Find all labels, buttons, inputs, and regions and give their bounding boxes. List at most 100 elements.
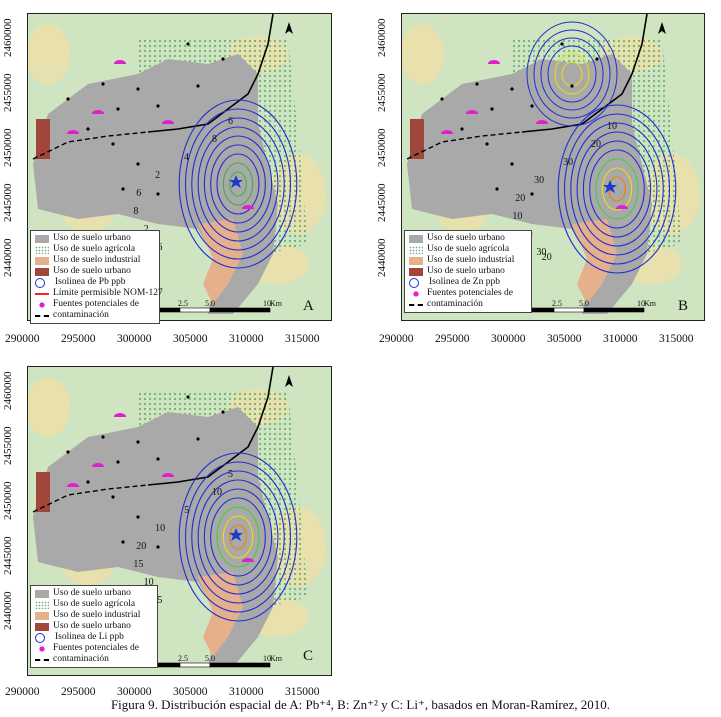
well-point-icon (86, 480, 90, 484)
isoline (229, 171, 247, 197)
scale-label: 10 (263, 654, 271, 663)
isoline (570, 122, 664, 256)
legend-item: contaminación (35, 310, 155, 321)
isoline (222, 162, 254, 206)
legend-swatch (409, 277, 419, 288)
y-tick-label: 2450000 (2, 128, 14, 168)
star-marker-icon (603, 180, 617, 193)
isoline (178, 99, 298, 269)
x-tick-label: 290000 (5, 686, 40, 698)
well-point-icon (101, 435, 105, 439)
well-point-icon (490, 107, 494, 111)
legend-item: Uso de suelo industrial (35, 610, 153, 621)
well-point-icon (530, 104, 534, 108)
legend-item: Uso de suelo agrícola (409, 244, 527, 255)
y-tick-label: 2440000 (2, 591, 14, 631)
x-tick-label: 310000 (229, 333, 264, 345)
y-tick-label: 2445000 (376, 183, 388, 223)
scale-label: Km (270, 654, 283, 663)
isoline (178, 452, 298, 622)
star-marker-icon (229, 528, 243, 541)
well-point-icon (196, 437, 200, 441)
legend-label: Fuentes potenciales de (53, 643, 140, 653)
y-tick-label: 2445000 (2, 536, 14, 576)
scale-label: 10 (263, 299, 271, 308)
legend-item: Isolinea de Pb ppb (35, 277, 155, 288)
boundary-line (147, 367, 274, 486)
legend-item: Isolinea de Zn ppb (409, 277, 527, 288)
legend-item: Uso de suelo agrícola (35, 599, 153, 610)
isoline (197, 126, 279, 242)
legend-item: Uso de suelo industrial (35, 255, 155, 266)
x-tick-label: 295000 (61, 686, 96, 698)
contour-label: 2 (155, 170, 160, 181)
legend-swatch (35, 245, 49, 254)
legend-label: Uso de suelo industrial (427, 255, 515, 265)
contour-label: 10 (607, 121, 617, 132)
scale-label: 5.0 (205, 299, 215, 308)
isoline (197, 479, 279, 595)
source-marker-icon (536, 120, 548, 124)
well-point-icon (495, 187, 499, 191)
scale-bar-segment (209, 662, 271, 668)
isoline-north (533, 29, 611, 119)
legend-label: Uso de suelo urbano (427, 233, 505, 243)
isoline (210, 497, 266, 577)
isoline (563, 113, 671, 265)
scale-bar-segment (553, 307, 585, 313)
legend-swatch (409, 289, 423, 298)
y-tick-label: 2460000 (2, 371, 14, 411)
isoline (582, 140, 652, 238)
isoline (222, 515, 254, 559)
legend-c: Uso de suelo urbano Uso de suelo agrícola… (30, 585, 158, 668)
source-marker-icon (441, 130, 453, 134)
well-point-icon (66, 97, 70, 101)
legend-label: contaminación (53, 654, 109, 664)
well-point-icon (136, 440, 140, 444)
source-marker-icon (616, 205, 628, 209)
well-point-icon (66, 450, 70, 454)
source-marker-icon (92, 463, 104, 467)
panel-letter-a: A (303, 298, 314, 314)
isoline-north (554, 53, 590, 95)
contour-label: 5 (184, 505, 189, 516)
well-point-icon (570, 84, 574, 88)
x-tick-label: 300000 (117, 333, 152, 345)
contour-label: 20 (136, 541, 146, 552)
legend-label: Uso de suelo agrícola (53, 244, 136, 254)
source-marker-icon (162, 120, 174, 124)
legend-swatch (35, 314, 49, 317)
legend-item: Isolinea de Li ppb (35, 632, 153, 643)
y-tick-label: 2460000 (376, 18, 388, 58)
well-point-icon (156, 457, 160, 461)
isoline (191, 470, 285, 604)
y-tick-label: 2450000 (2, 481, 14, 521)
scale-bar-segment (583, 307, 645, 313)
legend-item: Uso de suelo urbano (409, 266, 527, 277)
x-tick-label: 315000 (659, 333, 694, 345)
well-point-icon (136, 87, 140, 91)
contour-label: 15 (133, 559, 143, 570)
x-tick-label: 305000 (173, 333, 208, 345)
urban-red-area (36, 472, 50, 512)
legend-swatch (35, 622, 49, 631)
isoline (184, 108, 292, 260)
source-marker-icon (92, 110, 104, 114)
source-marker-icon (242, 558, 254, 562)
urban-red-area (410, 119, 424, 159)
contour-label: 20 (542, 252, 552, 263)
legend-swatch (35, 277, 45, 288)
north-arrow-icon (285, 22, 293, 34)
legend-item: contaminación (35, 654, 153, 665)
y-tick-label: 2460000 (2, 18, 14, 58)
contour-label: 2 (144, 224, 149, 235)
legend-item: Fuentes potenciales de (35, 299, 155, 310)
well-point-icon (595, 57, 599, 61)
x-tick-label: 315000 (285, 333, 320, 345)
isoline (601, 167, 633, 211)
y-tick-label: 2455000 (2, 426, 14, 466)
north-arrow-icon (658, 22, 666, 34)
legend-label: Uso de suelo agrícola (53, 599, 136, 609)
